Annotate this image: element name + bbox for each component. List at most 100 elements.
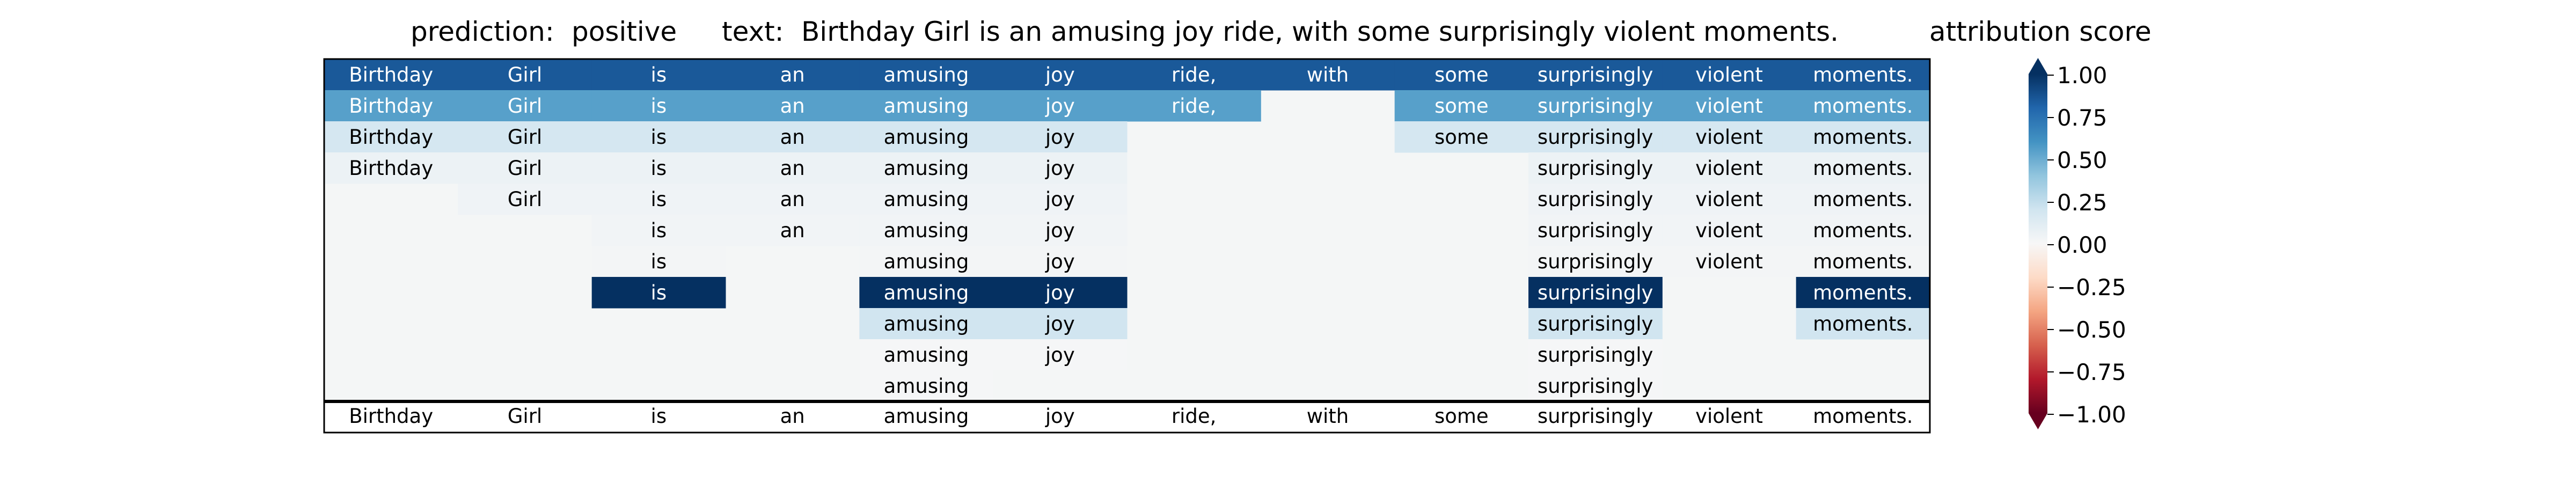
heatmap-cell-word: joy	[1045, 94, 1075, 118]
heatmap-cell-word: is	[651, 250, 667, 273]
heatmap-cell	[1796, 308, 1930, 340]
heatmap-cell-word: moments.	[1813, 157, 1913, 180]
heatmap-cell	[993, 215, 1128, 246]
original-text-word: is	[651, 405, 667, 428]
heatmap-cell	[324, 59, 458, 91]
heatmap-cell-word: is	[651, 188, 667, 211]
text-value: Birthday Girl is an amusing joy ride, wi…	[801, 16, 1839, 47]
colorbar-tick-label: −1.00	[2057, 401, 2126, 428]
prediction-label: prediction:	[411, 16, 554, 47]
heatmap-cell	[324, 90, 458, 122]
heatmap-cell	[859, 277, 994, 309]
heatmap-cell-word: surprisingly	[1538, 312, 1653, 335]
text-label: text:	[722, 16, 784, 47]
heatmap-cell-word: with	[1307, 63, 1349, 86]
heatmap-cell-word: some	[1435, 63, 1489, 86]
original-text-word: some	[1435, 405, 1489, 428]
heatmap-cell	[1528, 90, 1663, 122]
heatmap-cell-word: amusing	[884, 126, 969, 149]
heatmap-cell-word: joy	[1045, 126, 1075, 149]
heatmap-cell-word: is	[651, 219, 667, 242]
colorbar-bottom-extension	[2029, 413, 2047, 429]
heatmap-cell-word: joy	[1045, 343, 1075, 367]
heatmap-cell	[726, 184, 860, 215]
heatmap-cell-word: ride,	[1172, 94, 1217, 118]
heatmap-cell	[1127, 59, 1261, 91]
heatmap-cell-word: Girl	[508, 126, 542, 149]
heatmap-cell	[859, 152, 994, 184]
colorbar-tick-label: 0.25	[2057, 189, 2107, 216]
original-text-word: ride,	[1172, 405, 1217, 428]
heatmap-cell	[993, 339, 1128, 371]
heatmap-cell-word: surprisingly	[1538, 343, 1653, 367]
heatmap-cell	[458, 59, 592, 91]
heatmap-cell	[726, 215, 860, 246]
heatmap-cell-word: surprisingly	[1538, 219, 1653, 242]
heatmap-cell	[1796, 59, 1930, 91]
colorbar-tick-label: −0.50	[2057, 317, 2126, 343]
heatmap-cell-word: an	[780, 94, 805, 118]
heatmap-cell	[859, 215, 994, 246]
heatmap-cell-word: Birthday	[349, 126, 433, 149]
heatmap-cell	[726, 121, 860, 153]
heatmap-cell	[1662, 59, 1797, 91]
heatmap-cell	[1796, 246, 1930, 277]
heatmap-cell-word: joy	[1045, 250, 1075, 273]
heatmap-cell-word: Girl	[508, 63, 542, 86]
heatmap-cell	[1796, 184, 1930, 215]
heatmap-cell	[1662, 184, 1797, 215]
heatmap-cell	[993, 152, 1128, 184]
heatmap-cell	[591, 246, 726, 277]
heatmap-cell-word: surprisingly	[1538, 250, 1653, 273]
heatmap-cell-word: amusing	[884, 281, 969, 304]
heatmap-cell	[458, 184, 592, 215]
heatmap-cell-word: moments.	[1813, 219, 1913, 242]
heatmap-cell	[591, 121, 726, 153]
heatmap-cell-word: violent	[1695, 250, 1763, 273]
heatmap-cell	[1528, 152, 1663, 184]
heatmap-cell-word: an	[780, 157, 805, 180]
heatmap-cell-word: surprisingly	[1538, 157, 1653, 180]
heatmap-cell	[1796, 277, 1930, 309]
heatmap-cell	[324, 152, 458, 184]
heatmap-cell	[726, 152, 860, 184]
heatmap-cell-word: surprisingly	[1538, 94, 1653, 118]
colorbar-tick-label: 0.50	[2057, 147, 2107, 173]
original-text-word: moments.	[1813, 405, 1913, 428]
heatmap-cell	[1796, 215, 1930, 246]
heatmap-cell	[1662, 90, 1797, 122]
colorbar-tick-label: 0.00	[2057, 232, 2107, 258]
heatmap-cell-word: an	[780, 63, 805, 86]
heatmap-cell-word: Birthday	[349, 94, 433, 118]
heatmap-cell-word: amusing	[884, 63, 969, 86]
heatmap-cell-word: an	[780, 219, 805, 242]
heatmap-cell	[458, 121, 592, 153]
heatmap-cell	[1796, 152, 1930, 184]
original-text-word: Girl	[508, 405, 542, 428]
original-text-word: surprisingly	[1538, 405, 1653, 428]
heatmap-cell-word: is	[651, 63, 667, 86]
heatmap-cell-word: moments.	[1813, 94, 1913, 118]
heatmap-cell	[1528, 59, 1663, 91]
heatmap-cell	[1662, 215, 1797, 246]
heatmap-cell-word: violent	[1695, 63, 1763, 86]
heatmap-cell-word: amusing	[884, 188, 969, 211]
heatmap-cell-word: moments.	[1813, 281, 1913, 304]
heatmap-cell-word: amusing	[884, 250, 969, 273]
colorbar-title: attribution score	[1929, 16, 2151, 47]
heatmap-cell	[1528, 121, 1663, 153]
heatmap-cell-word: Girl	[508, 157, 542, 180]
heatmap-cell-word: joy	[1045, 312, 1075, 335]
heatmap-cell	[1528, 277, 1663, 309]
heatmap-cell-word: moments.	[1813, 126, 1913, 149]
heatmap-frame	[323, 58, 1931, 434]
colorbar-tick-label: 0.75	[2057, 105, 2107, 131]
heatmap-cell	[1662, 121, 1797, 153]
colorbar-gradient	[2029, 74, 2047, 413]
heatmap-cell-word: surprisingly	[1538, 375, 1653, 398]
heatmap-cell	[993, 59, 1128, 91]
heatmap-cell	[859, 184, 994, 215]
heatmap-cell-word: Birthday	[349, 157, 433, 180]
heatmap-cell-word: violent	[1695, 188, 1763, 211]
original-text-word: amusing	[884, 405, 969, 428]
